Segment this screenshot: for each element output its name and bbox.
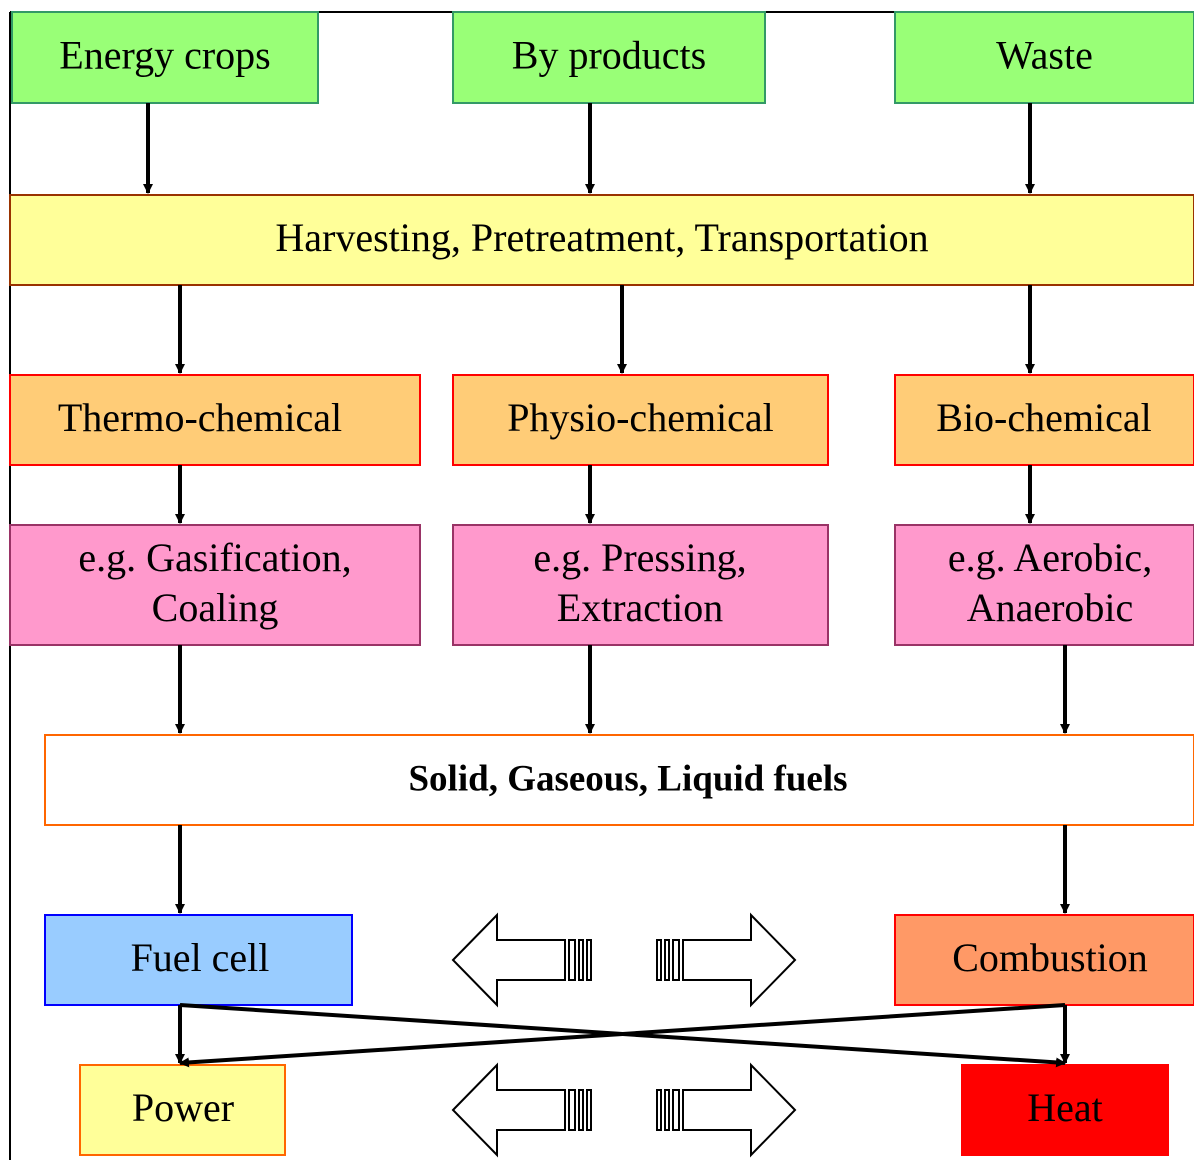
node-label: Combustion	[952, 935, 1148, 980]
node-box	[452, 374, 829, 466]
node-label: e.g. Gasification,	[78, 535, 351, 580]
node-box	[44, 734, 1194, 826]
hollow-arrow-right	[682, 1062, 797, 1158]
node-label: Fuel cell	[131, 935, 270, 980]
node-label: Coaling	[152, 585, 279, 630]
node-box	[11, 11, 319, 104]
arrows	[143, 103, 1070, 1068]
node-label: Thermo-chemical	[58, 395, 342, 440]
node-label: Physio-chemical	[507, 395, 774, 440]
arrow-stripes	[568, 939, 592, 981]
node-label: e.g. Pressing,	[533, 535, 746, 580]
node-label: Waste	[996, 33, 1093, 78]
arrow-stripes	[568, 1089, 592, 1131]
hollow-arrow-left	[451, 912, 566, 1008]
node-label: Extraction	[557, 585, 724, 630]
arrow-stripes	[656, 939, 680, 981]
hollow-arrow-left	[451, 1062, 566, 1158]
node-box	[9, 194, 1194, 286]
node-box	[894, 11, 1194, 104]
node-box	[9, 524, 421, 646]
node-label: e.g. Aerobic,	[948, 535, 1152, 580]
node-label: Anaerobic	[967, 585, 1134, 630]
node-box	[894, 914, 1194, 1006]
node-box	[894, 524, 1194, 646]
node-box	[9, 374, 421, 466]
arrow	[179, 1003, 1066, 1068]
node-label: Power	[132, 1085, 234, 1130]
node-label: Energy crops	[59, 33, 270, 78]
node-label: Heat	[1027, 1085, 1103, 1130]
node-label: By products	[512, 33, 706, 78]
hollow-arrow-right	[682, 912, 797, 1008]
exchange-arrows	[451, 912, 797, 1158]
arrow-stripes	[656, 1089, 680, 1131]
node-box	[961, 1064, 1169, 1156]
node-label: Bio-chemical	[936, 395, 1151, 440]
node-box	[452, 11, 766, 104]
node-box	[894, 374, 1194, 466]
node-box	[44, 914, 353, 1006]
node-label: Harvesting, Pretreatment, Transportation	[275, 215, 928, 260]
node-label: Solid, Gaseous, Liquid fuels	[408, 758, 847, 799]
node-box	[452, 524, 829, 646]
